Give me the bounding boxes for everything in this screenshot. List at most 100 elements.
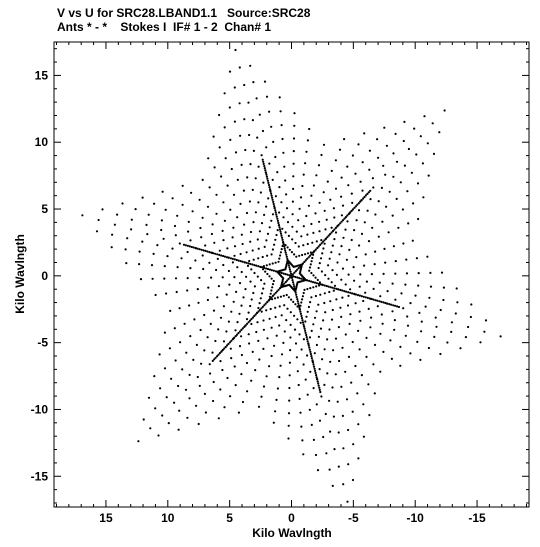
uv-point: [276, 229, 279, 232]
uv-point: [315, 174, 318, 177]
uv-point: [165, 396, 168, 399]
uv-point: [363, 221, 366, 224]
uv-point: [271, 294, 274, 297]
uv-point: [377, 156, 380, 159]
uv-point: [318, 388, 321, 391]
uv-point: [334, 231, 338, 234]
uv-point: [306, 354, 309, 357]
uv-point: [292, 137, 296, 140]
uv-point: [272, 140, 275, 143]
uv-point: [245, 261, 248, 264]
uv-point: [305, 214, 308, 218]
uv-point: [286, 246, 289, 249]
uv-point: [250, 318, 253, 321]
uv-point: [197, 301, 200, 304]
uv-point: [261, 158, 264, 161]
uv-point: [279, 232, 283, 235]
uv-point: [383, 126, 386, 129]
uv-point: [382, 350, 385, 353]
uv-point: [236, 321, 239, 324]
uv-point: [327, 234, 330, 237]
uv-point: [416, 182, 420, 185]
uv-point: [284, 280, 287, 284]
uv-point: [339, 306, 342, 309]
uv-point: [214, 252, 217, 255]
uv-point: [340, 278, 343, 281]
uv-point: [365, 280, 368, 283]
uv-point: [291, 200, 294, 203]
uv-point: [153, 202, 156, 205]
uv-point: [363, 132, 366, 135]
uv-point: [216, 257, 219, 260]
uv-point: [315, 403, 318, 406]
uv-point: [241, 260, 244, 263]
uv-point: [126, 237, 129, 240]
uv-point: [333, 287, 336, 290]
uv-point: [351, 340, 354, 344]
uv-point: [268, 317, 271, 320]
uv-point: [348, 322, 351, 325]
uv-point: [280, 248, 283, 251]
uv-point: [222, 305, 225, 308]
uv-point: [301, 295, 304, 298]
uv-point: [240, 304, 243, 307]
uv-point: [196, 375, 199, 379]
uv-point: [184, 244, 187, 247]
uv-point: [283, 247, 286, 250]
uv-point: [409, 302, 412, 305]
uv-point: [217, 328, 220, 331]
uv-point: [273, 297, 277, 300]
uv-point: [392, 245, 395, 248]
uv-point: [233, 276, 236, 279]
uv-point: [332, 415, 335, 418]
uv-point: [312, 274, 315, 277]
uv-point: [318, 281, 321, 284]
uv-point: [204, 249, 207, 252]
uv-point: [374, 213, 377, 216]
uv-point: [333, 448, 336, 451]
uv-point: [271, 262, 274, 265]
uv-point: [344, 283, 347, 286]
uv-point: [310, 194, 313, 197]
uv-point: [217, 285, 220, 288]
uv-point: [405, 258, 408, 261]
uv-point: [299, 411, 302, 414]
uv-point: [216, 296, 219, 299]
uv-point: [186, 416, 189, 419]
uv-point: [251, 188, 254, 191]
uv-point: [274, 211, 277, 214]
uv-point: [305, 150, 308, 153]
uv-point: [182, 243, 186, 246]
uv-point: [331, 308, 334, 312]
uv-point: [282, 294, 285, 297]
uv-point: [252, 81, 255, 84]
uv-point: [296, 268, 299, 271]
uv-point: [277, 224, 281, 227]
uv-point: [316, 246, 319, 250]
uv-point: [249, 163, 252, 166]
uv-point: [356, 294, 360, 297]
uv-point: [341, 267, 345, 270]
uv-point: [319, 257, 323, 260]
uv-point: [191, 210, 194, 213]
uv-point: [402, 242, 405, 245]
uv-point: [304, 259, 307, 262]
uv-point: [264, 171, 267, 174]
uv-point: [306, 287, 309, 291]
uv-point: [266, 177, 269, 180]
uv-point: [227, 342, 230, 345]
uv-point: [278, 226, 281, 229]
uv-point: [179, 341, 182, 344]
uv-point: [347, 355, 351, 358]
uv-point: [278, 186, 281, 189]
uv-point: [257, 310, 260, 313]
uv-point: [397, 226, 400, 229]
uv-point: [383, 247, 386, 250]
uv-point: [346, 304, 350, 307]
uv-point: [310, 280, 313, 283]
y-tick-label: 0: [41, 269, 48, 283]
uv-point: [331, 244, 334, 247]
uv-point: [340, 315, 343, 318]
uv-point: [278, 257, 281, 260]
uv-point: [304, 253, 307, 256]
